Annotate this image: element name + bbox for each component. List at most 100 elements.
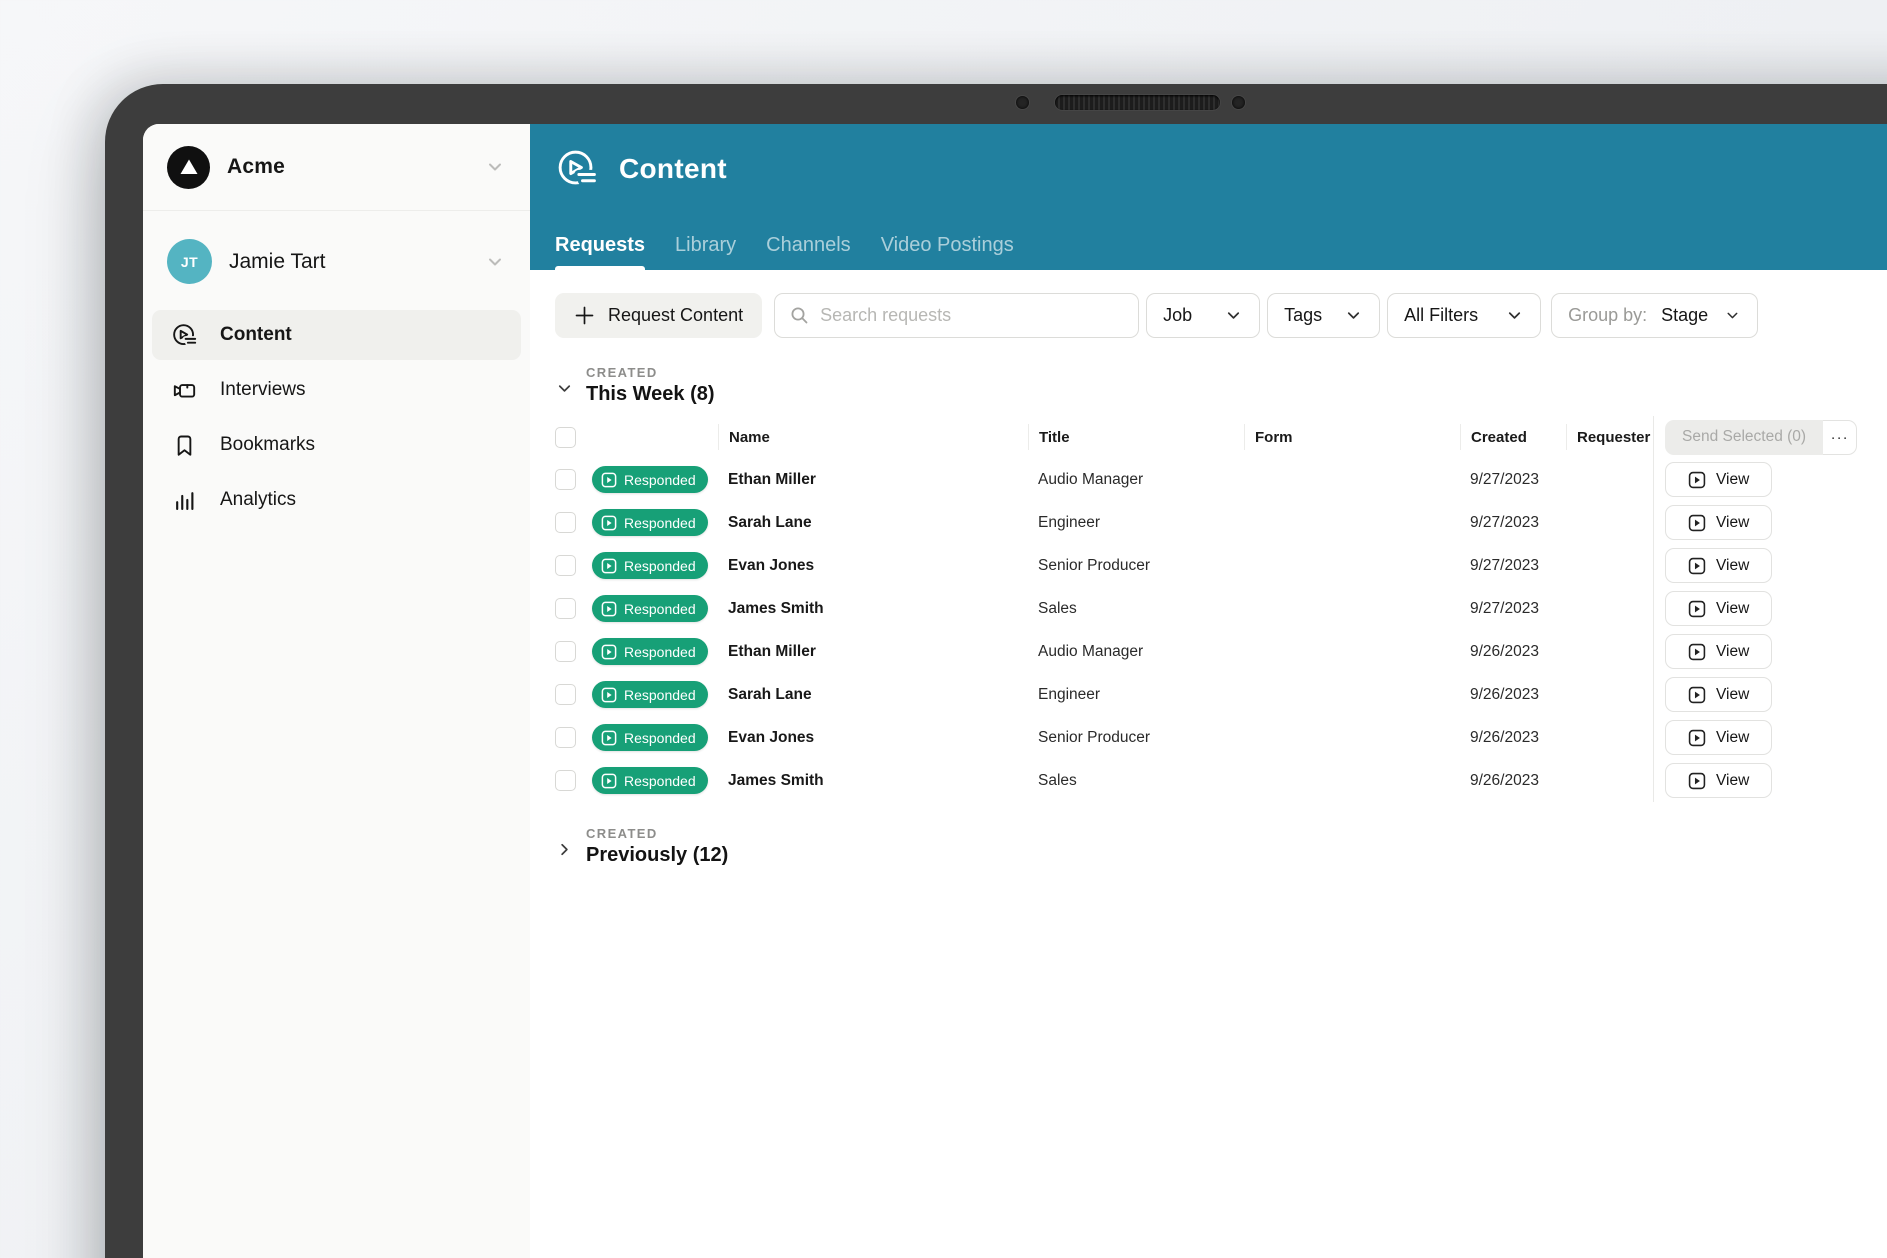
cell-name: James Smith <box>728 771 824 789</box>
status-label: Responded <box>624 600 696 617</box>
video-play-icon <box>1688 471 1706 488</box>
chevron-down-icon <box>1727 312 1738 319</box>
search-input[interactable] <box>820 305 1124 326</box>
row-checkbox[interactable] <box>555 684 576 705</box>
view-button-label: View <box>1716 470 1750 488</box>
view-button[interactable]: View <box>1665 677 1773 712</box>
job-filter-dropdown[interactable]: Job <box>1146 293 1261 338</box>
send-selected-button[interactable]: Send Selected (0) <box>1665 419 1824 455</box>
status-label: Responded <box>624 729 696 746</box>
requests-table: Name Title Form Created Requester Send S… <box>555 416 1867 802</box>
camera-dot-icon <box>1232 96 1245 109</box>
workspace-logo <box>167 145 210 189</box>
video-play-icon <box>1688 643 1706 660</box>
content-icon <box>558 150 599 186</box>
row-checkbox[interactable] <box>555 598 576 619</box>
view-button-label: View <box>1716 771 1750 789</box>
chevron-down-icon[interactable] <box>555 379 574 398</box>
bar-chart-icon <box>176 491 194 510</box>
row-checkbox[interactable] <box>555 727 576 748</box>
cell-name: Ethan Miller <box>728 642 816 660</box>
status-label: Responded <box>624 557 696 574</box>
cell-title: Engineer <box>1038 685 1101 703</box>
tablet-frame: Acme JT Jamie Tart <box>105 84 1887 1258</box>
row-checkbox[interactable] <box>555 512 576 533</box>
cell-created: 9/27/2023 <box>1470 556 1539 574</box>
request-content-button[interactable]: Request Content <box>555 293 763 338</box>
table-body: Responded Ethan Miller Audio Manager 9/2… <box>555 458 1867 802</box>
chevron-right-icon[interactable] <box>555 840 574 859</box>
video-play-icon <box>601 515 617 530</box>
cell-created: 9/27/2023 <box>1470 470 1539 488</box>
workspace-switcher[interactable]: Acme <box>143 124 530 211</box>
view-button[interactable]: View <box>1665 505 1773 540</box>
cell-name: Sarah Lane <box>728 685 812 703</box>
tab-library[interactable]: Library <box>675 234 737 256</box>
tab-channels[interactable]: Channels <box>766 234 851 256</box>
status-badge: Responded <box>592 509 708 536</box>
cell-created: 9/26/2023 <box>1470 771 1539 789</box>
group-by-dropdown[interactable]: Group by: Stage <box>1551 293 1759 338</box>
status-badge: Responded <box>592 595 708 622</box>
plus-icon <box>575 306 594 325</box>
chevron-down-icon <box>489 163 501 171</box>
view-button-label: View <box>1716 728 1750 746</box>
app-window: Acme JT Jamie Tart <box>143 124 1887 1258</box>
cell-title: Senior Producer <box>1038 556 1151 574</box>
video-play-icon <box>601 644 617 659</box>
status-badge: Responded <box>592 466 708 493</box>
view-button[interactable]: View <box>1665 720 1773 755</box>
page-title: Content <box>619 153 727 184</box>
table-row: Responded Ethan Miller Audio Manager 9/2… <box>555 458 1867 501</box>
status-badge: Responded <box>592 681 708 708</box>
sidebar-item-content[interactable]: Content <box>152 310 521 360</box>
row-checkbox[interactable] <box>555 770 576 791</box>
tab-video-postings[interactable]: Video Postings <box>880 234 1014 256</box>
view-button-label: View <box>1716 642 1750 660</box>
view-button[interactable]: View <box>1665 591 1773 626</box>
row-checkbox[interactable] <box>555 555 576 576</box>
chevron-down-icon <box>489 258 501 265</box>
view-button[interactable]: View <box>1665 634 1773 669</box>
user-switcher[interactable]: JT Jamie Tart <box>143 211 530 306</box>
sidebar: Acme JT Jamie Tart <box>143 124 530 1258</box>
sidebar-item-bookmarks[interactable]: Bookmarks <box>152 420 521 470</box>
view-button-label: View <box>1716 685 1750 703</box>
view-button-label: View <box>1716 556 1750 574</box>
video-play-icon <box>601 730 617 745</box>
column-header-requester: Requester <box>1566 424 1653 450</box>
video-play-icon <box>601 687 617 702</box>
tags-filter-dropdown[interactable]: Tags <box>1267 293 1381 338</box>
job-filter-label: Job <box>1163 305 1193 325</box>
row-checkbox[interactable] <box>555 641 576 662</box>
request-content-label: Request Content <box>608 305 744 325</box>
cell-title: Audio Manager <box>1038 642 1144 660</box>
cell-name: Evan Jones <box>728 728 815 746</box>
view-button[interactable]: View <box>1665 462 1773 497</box>
sidebar-nav: Content Interviews Bookmarks <box>143 306 530 529</box>
table-row: Responded Sarah Lane Engineer 9/26/2023 … <box>555 673 1867 716</box>
row-checkbox[interactable] <box>555 469 576 490</box>
sidebar-item-label: Bookmarks <box>220 434 316 455</box>
sidebar-item-interviews[interactable]: Interviews <box>152 365 521 415</box>
video-play-icon <box>601 558 617 573</box>
status-label: Responded <box>624 686 696 703</box>
select-all-checkbox[interactable] <box>555 426 576 448</box>
view-button[interactable]: View <box>1665 548 1773 583</box>
all-filters-dropdown[interactable]: All Filters <box>1387 293 1542 338</box>
video-play-icon <box>601 601 617 616</box>
status-badge: Responded <box>592 552 708 579</box>
main-panel: Content Requests Library Channels Video … <box>530 124 1887 1258</box>
tab-bar: Requests Library Channels Video Postings <box>555 202 1887 270</box>
column-header-form: Form <box>1244 424 1460 450</box>
camera-dot-icon <box>1016 96 1029 109</box>
video-play-icon <box>1688 557 1706 574</box>
view-button[interactable]: View <box>1665 763 1773 798</box>
section-this-week: CREATED This Week (8) <box>530 365 1887 406</box>
table-row: Responded James Smith Sales 9/26/2023 Vi… <box>555 759 1867 802</box>
tab-requests[interactable]: Requests <box>555 234 646 270</box>
sidebar-item-analytics[interactable]: Analytics <box>152 475 521 525</box>
cell-created: 9/26/2023 <box>1470 642 1539 660</box>
cell-name: Ethan Miller <box>728 470 816 488</box>
more-actions-button[interactable]: ··· <box>1823 419 1858 455</box>
